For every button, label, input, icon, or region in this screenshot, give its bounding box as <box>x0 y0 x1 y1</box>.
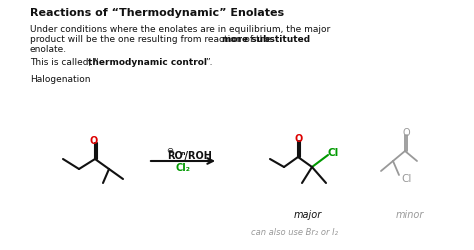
Text: Cl: Cl <box>401 173 411 183</box>
Text: Halogenation: Halogenation <box>30 75 91 84</box>
Text: can also use Br₂ or I₂: can also use Br₂ or I₂ <box>252 227 338 236</box>
Text: product will be the one resulting from reaction of the: product will be the one resulting from r… <box>30 35 274 44</box>
Text: thermodynamic control: thermodynamic control <box>88 58 207 67</box>
Text: Reactions of “Thermodynamic” Enolates: Reactions of “Thermodynamic” Enolates <box>30 8 284 18</box>
Text: more substituted: more substituted <box>222 35 310 44</box>
Text: enolate.: enolate. <box>30 45 67 54</box>
Text: O: O <box>90 136 98 145</box>
Text: O: O <box>402 128 410 138</box>
Text: Cl₂: Cl₂ <box>176 162 191 172</box>
Text: O: O <box>295 134 303 143</box>
Text: ”.: ”. <box>205 58 212 67</box>
Text: Under conditions where the enolates are in equilibrium, the major: Under conditions where the enolates are … <box>30 25 330 34</box>
Text: Cl: Cl <box>328 148 339 157</box>
Text: major: major <box>294 209 322 219</box>
Text: This is called, “: This is called, “ <box>30 58 99 67</box>
Text: ⁿ/ROH: ⁿ/ROH <box>181 150 213 160</box>
Text: RO: RO <box>167 150 183 160</box>
Text: minor: minor <box>396 209 424 219</box>
Text: ⊖: ⊖ <box>166 146 173 154</box>
Text: product will be the one resulting from reaction of the more substituted: product will be the one resulting from r… <box>30 35 352 44</box>
